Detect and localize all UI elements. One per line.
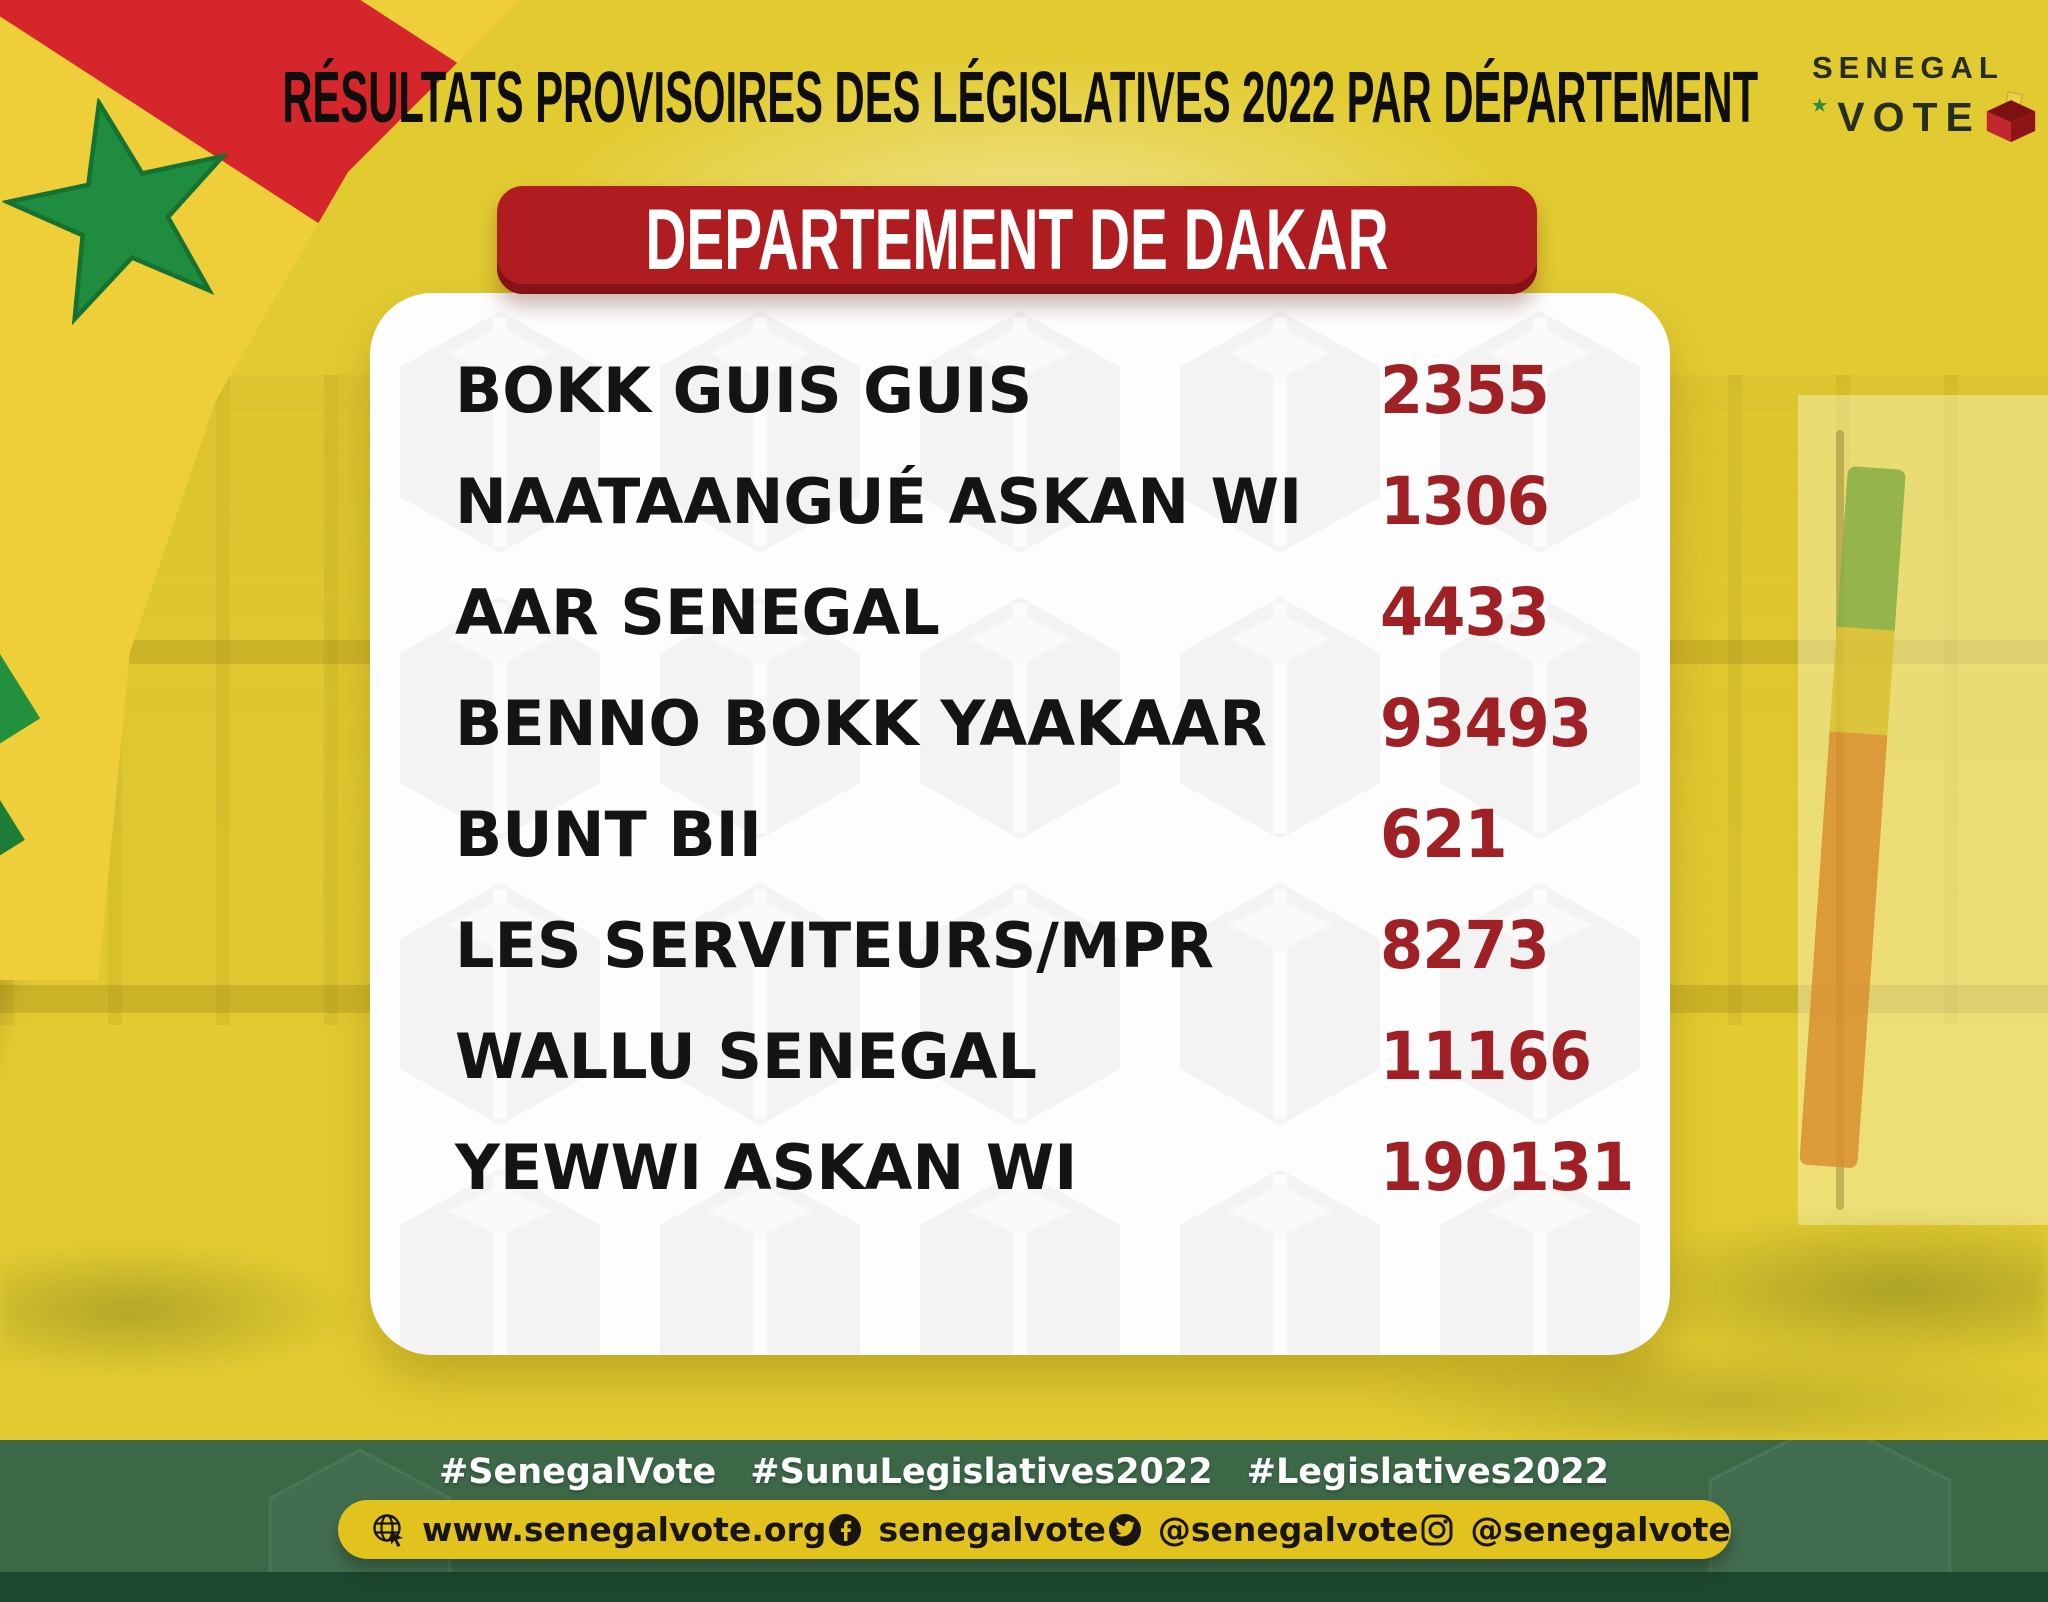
party-name: AAR SENEGAL [455,576,940,649]
party-votes: 11166 [1380,1018,1592,1095]
hashtag: #SenegalVote [438,1452,717,1492]
table-row: YEWWI ASKAN WI 190131 [370,1112,1670,1223]
table-row: NAATAANGUÉ ASKAN WI 1306 [370,446,1670,557]
results-card: BOKK GUIS GUIS 2355 NAATAANGUÉ ASKAN WI … [370,293,1670,1355]
page-title: RÉSULTATS PROVISOIRES DES LÉGISLATIVES 2… [240,52,1800,144]
contact-bar: www.senegalvote.org senegalvote @senegal… [338,1500,1731,1559]
party-name: YEWWI ASKAN WI [455,1131,1078,1204]
facebook-link[interactable]: senegalvote [826,1510,1106,1549]
party-votes: 8273 [1380,907,1550,984]
hashtag: #SunuLegislatives2022 [750,1452,1213,1492]
party-name: BUNT BII [455,798,762,871]
logo-vote-text: VOTE [1837,94,1981,140]
ballot-box-icon [1983,89,2039,150]
twitter-link[interactable]: @senegalvote [1106,1510,1418,1549]
table-row: BOKK GUIS GUIS 2355 [370,335,1670,446]
globe-icon [373,1513,403,1547]
party-votes: 621 [1380,796,1508,873]
senegal-vote-logo: SENEGAL ★ VOTE [1812,52,2039,148]
party-votes: 1306 [1380,463,1550,540]
ballot-box-watermark-pattern [370,293,1670,1355]
party-votes: 2355 [1380,352,1550,429]
department-banner-label: DEPARTEMENT DE DAKAR [645,191,1389,288]
logo-line1: SENEGAL [1812,50,2004,85]
table-row: AAR SENEGAL 4433 [370,557,1670,668]
instagram-link[interactable]: @senegalvote [1418,1510,1731,1549]
facebook-label: senegalvote [878,1510,1106,1549]
party-name: BOKK GUIS GUIS [455,354,1033,427]
instagram-icon [1421,1514,1453,1545]
twitter-label: @senegalvote [1157,1510,1419,1549]
results-table: BOKK GUIS GUIS 2355 NAATAANGUÉ ASKAN WI … [370,293,1670,1223]
party-name: LES SERVITEURS/MPR [455,909,1214,982]
website-label: www.senegalvote.org [422,1510,827,1549]
party-name: BENNO BOKK YAAKAAR [455,687,1267,760]
table-row: BUNT BII 621 [370,779,1670,890]
website-link[interactable]: www.senegalvote.org [368,1510,826,1550]
table-row: LES SERVITEURS/MPR 8273 [370,890,1670,1001]
party-votes: 93493 [1380,685,1592,762]
footer-watermark [268,1440,1952,1602]
logo-line2: ★ VOTE [1812,87,2039,148]
hashtag: #Legislatives2022 [1246,1452,1610,1492]
facebook-icon [829,1513,862,1546]
department-banner: DEPARTEMENT DE DAKAR [497,186,1537,294]
hashtag-row: #SenegalVote #SunuLegislatives2022 #Legi… [0,1447,2048,1497]
logo-star-icon: ★ [1812,96,1836,115]
table-row: WALLU SENEGAL 11166 [370,1001,1670,1112]
footer-dark-strip [0,1572,2048,1602]
party-name: WALLU SENEGAL [455,1020,1037,1093]
twitter-icon [1108,1513,1141,1546]
table-row: BENNO BOKK YAAKAAR 93493 [370,668,1670,779]
party-votes: 190131 [1380,1129,1634,1206]
instagram-label: @senegalvote [1470,1510,1731,1549]
page-title-text: RÉSULTATS PROVISOIRES DES LÉGISLATIVES 2… [282,58,1758,138]
flag-star-icon [0,96,230,326]
party-name: NAATAANGUÉ ASKAN WI [455,465,1303,538]
party-votes: 4433 [1380,574,1550,651]
